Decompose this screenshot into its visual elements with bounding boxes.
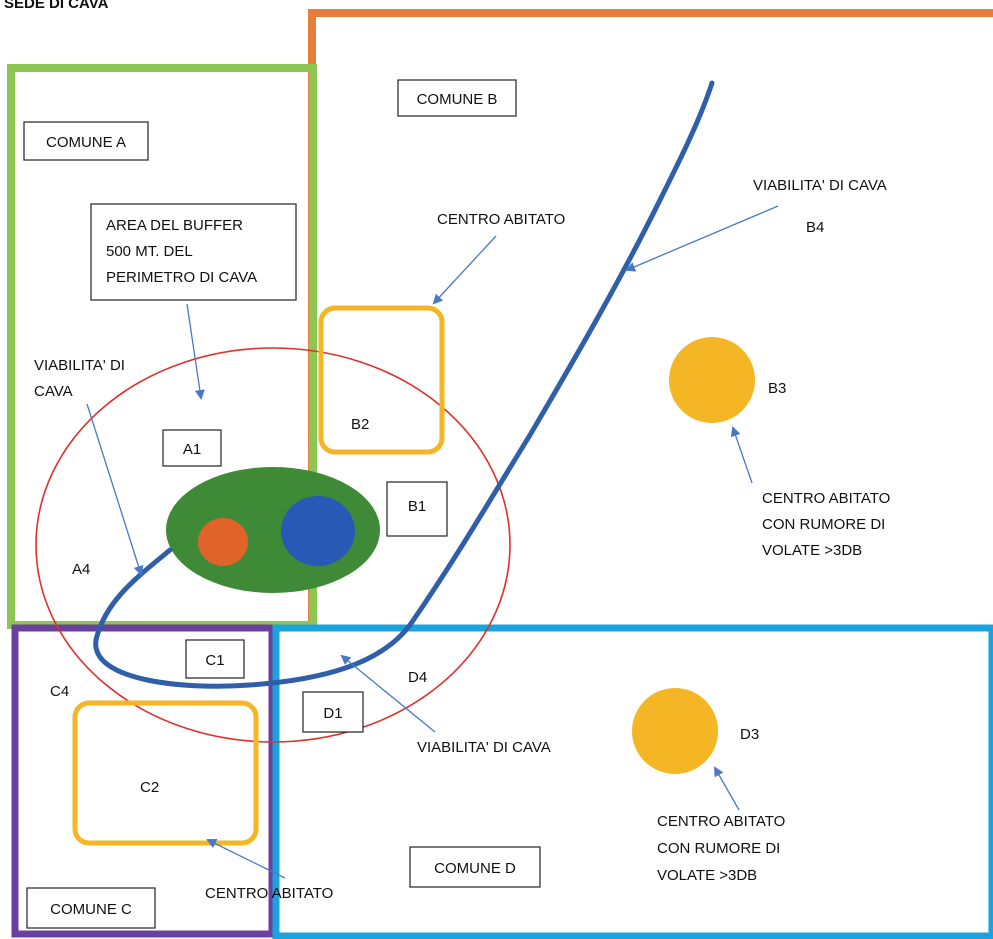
zone-a4-label: A4	[72, 561, 90, 578]
zone-a1-label: A1	[183, 441, 201, 458]
zone-a1-box	[162, 429, 222, 467]
comune-d-boundary	[272, 624, 993, 939]
centro-rumore-b3	[669, 337, 755, 423]
buffer-label-line-2: 500 MT. DEL	[106, 243, 193, 260]
arrow-icon	[714, 766, 740, 811]
zone-b2-label: B2	[351, 416, 369, 433]
zone-c1-label: C1	[205, 652, 224, 669]
centro-rumore-b-line-1: CENTRO ABITATO	[762, 490, 890, 507]
centro-rumore-d3	[632, 688, 718, 774]
comune-c-boundary	[11, 624, 276, 938]
comune-c-box	[26, 887, 156, 929]
comune-c-label: COMUNE C	[50, 901, 132, 918]
zone-d4-label: D4	[408, 669, 427, 686]
arrow-icon	[186, 303, 205, 400]
arrow-icon	[432, 235, 497, 305]
buffer-label-box	[90, 203, 297, 301]
zone-d3-label: D3	[740, 726, 759, 743]
comune-b-box	[397, 79, 517, 117]
centro-rumore-d-line-1: CENTRO ABITATO	[657, 813, 785, 830]
cava-orange-zone	[198, 518, 248, 566]
arrow-icon	[625, 205, 779, 272]
zone-d1-box	[302, 691, 364, 733]
zone-c1-box	[185, 639, 245, 679]
arrow-icon	[340, 654, 436, 733]
comune-b-label: COMUNE B	[417, 91, 498, 108]
centro-rumore-d-line-2: CON RUMORE DI	[657, 840, 780, 857]
zone-c4-label: C4	[50, 683, 69, 700]
buffer-ellipse	[35, 347, 511, 743]
comune-d-box	[409, 846, 541, 888]
centro-abitato-c2	[72, 700, 259, 846]
cava-blue-zone	[281, 496, 355, 566]
centro-rumore-d-line-3: VOLATE >3DB	[657, 867, 757, 884]
zone-b1-box	[386, 481, 448, 537]
buffer-label-line-1: AREA DEL BUFFER	[106, 217, 243, 234]
centro-abitato-c-label: CENTRO ABITATO	[205, 885, 333, 902]
arrow-icon	[206, 839, 286, 879]
zone-c2-label: C2	[140, 779, 159, 796]
comune-a-box	[23, 121, 149, 161]
centro-rumore-b-line-2: CON RUMORE DI	[762, 516, 885, 533]
arrow-icon	[86, 403, 144, 576]
page-title: SEDE DI CAVA	[4, 0, 109, 12]
centro-rumore-b-line-3: VOLATE >3DB	[762, 542, 862, 559]
zone-b4-label: B4	[806, 219, 824, 236]
viabilita-a-line-1: VIABILITA' DI	[34, 357, 125, 374]
arrow-icon	[730, 426, 753, 484]
centro-abitato-b2	[318, 305, 445, 455]
zone-b3-label: B3	[768, 380, 786, 397]
viabilita-road	[93, 80, 715, 689]
viabilita-a-line-2: CAVA	[34, 383, 73, 400]
comune-a-label: COMUNE A	[46, 134, 126, 151]
centro-abitato-b-label: CENTRO ABITATO	[437, 211, 565, 228]
viabilita-b-label: VIABILITA' DI CAVA	[753, 177, 887, 194]
buffer-label-line-3: PERIMETRO DI CAVA	[106, 269, 257, 286]
zone-d1-label: D1	[323, 705, 342, 722]
zone-b1-label: B1	[408, 498, 426, 515]
comune-d-label: COMUNE D	[434, 860, 516, 877]
viabilita-d-label: VIABILITA' DI CAVA	[417, 739, 551, 756]
